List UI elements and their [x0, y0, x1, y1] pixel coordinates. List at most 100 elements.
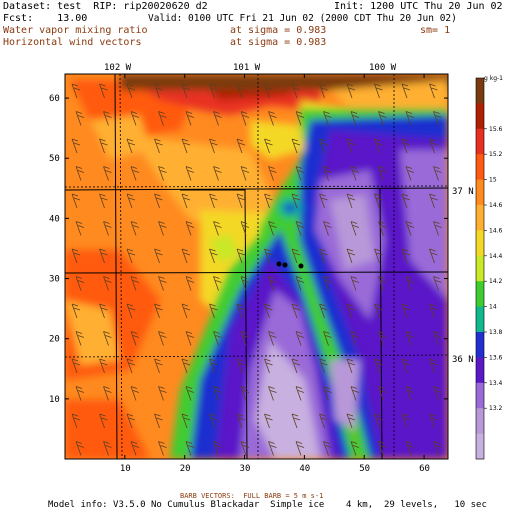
wind-barb	[185, 441, 195, 456]
station-dot	[282, 262, 288, 268]
x-tick-label: 40	[299, 464, 310, 474]
wind-barb	[154, 83, 163, 99]
field1-level: at sigma = 0.983	[230, 25, 327, 36]
wind-barb	[264, 83, 273, 99]
wind-barb	[103, 386, 112, 401]
lat-lon-grid	[65, 74, 448, 459]
wind-barb	[405, 386, 415, 401]
wind-barb	[154, 193, 163, 209]
station-dot	[298, 263, 304, 269]
wind-barb	[181, 248, 191, 264]
map-frame	[64, 73, 449, 460]
barb-legend: BARB VECTORS: FULL BARB = 5 m s-1	[180, 492, 324, 500]
colorbar-swatch	[476, 205, 484, 231]
wind-barb	[126, 248, 136, 264]
wind-barb	[213, 221, 222, 236]
field2-level: at sigma = 0.983	[230, 37, 327, 48]
wind-barb	[236, 358, 246, 374]
colorbar-swatch	[476, 408, 484, 435]
wind-barb	[401, 248, 411, 264]
wind-barb	[209, 413, 218, 429]
wind-barb	[236, 138, 246, 154]
wind-barb	[405, 276, 415, 291]
wind-barb	[75, 166, 85, 181]
wind-barb	[268, 441, 277, 456]
colorbar-label: 13.8	[489, 329, 503, 336]
wind-barb	[209, 303, 218, 319]
wind-barb	[185, 331, 195, 346]
wind-barb	[401, 413, 411, 429]
field1-sm: sm= 1	[420, 25, 451, 36]
wind-barb	[405, 111, 415, 126]
wind-barb	[401, 193, 411, 209]
wind-barb	[240, 386, 250, 401]
wind-barb	[374, 83, 383, 99]
longitude-label-102w: 102 W	[104, 63, 132, 73]
wind-barb	[236, 248, 246, 264]
wind-barb	[433, 276, 442, 291]
colorbar-swatch	[476, 230, 484, 257]
wind-barb	[103, 276, 112, 291]
latitude-label-36n: 36 N	[452, 355, 474, 365]
wind-barb	[291, 248, 301, 264]
wind-barb	[236, 303, 246, 319]
wind-barb	[346, 83, 356, 99]
wind-barb	[126, 358, 136, 374]
colorbar-label: 14.6	[489, 202, 503, 209]
wind-barb	[213, 166, 222, 181]
colorbar-swatch	[476, 78, 484, 104]
wind-barb	[213, 111, 222, 126]
wind-barb	[130, 331, 140, 346]
wind-barb	[401, 303, 411, 319]
wind-barb	[319, 138, 328, 154]
wind-barb	[319, 248, 328, 264]
longitude-label-101w: 101 W	[233, 63, 261, 73]
wind-barb	[378, 221, 387, 236]
wind-barb	[264, 413, 273, 429]
wind-barb	[130, 221, 140, 236]
wind-barb	[429, 138, 438, 154]
colorbar-label: 13.2	[489, 405, 503, 412]
wind-barb	[209, 358, 218, 374]
wind-barb	[268, 386, 277, 401]
colorbar-swatch	[476, 433, 484, 460]
latitude-label-37n: 37 N	[452, 187, 474, 197]
y-axis: 60 50 40 30 20 10	[49, 94, 448, 405]
wind-barb	[71, 248, 81, 264]
wind-barb	[295, 166, 305, 181]
wind-barb	[240, 221, 250, 236]
x-tick-label: 20	[180, 464, 191, 474]
wind-barb	[154, 303, 163, 319]
wind-barb	[268, 331, 277, 346]
wind-barb	[236, 193, 246, 209]
wind-barb	[295, 276, 305, 291]
wind-barb	[71, 83, 81, 99]
wind-barb	[209, 83, 218, 99]
wind-barb	[378, 441, 387, 456]
colorbar	[475, 77, 485, 460]
wind-barb	[401, 358, 411, 374]
wind-barb	[374, 193, 383, 209]
wind-barb	[181, 138, 191, 154]
wind-barb	[103, 166, 112, 181]
wind-barb	[378, 331, 387, 346]
wind-barb	[75, 221, 85, 236]
wind-barb	[99, 248, 108, 264]
colorbar-swatch	[476, 332, 484, 358]
wind-barb	[319, 83, 328, 99]
wind-barb	[291, 83, 301, 99]
y-tick-label: 50	[49, 154, 60, 164]
wind-barb	[130, 276, 140, 291]
colorbar-swatch	[476, 103, 484, 130]
wind-barb	[126, 138, 136, 154]
wind-barb	[130, 111, 140, 126]
wind-barb	[268, 111, 277, 126]
station-markers	[276, 261, 304, 269]
y-tick-label: 20	[49, 335, 60, 345]
wind-barb	[99, 193, 108, 209]
wind-barb	[323, 111, 332, 126]
wind-barb	[374, 358, 383, 374]
y-tick-label: 60	[49, 94, 60, 104]
wind-barb	[240, 276, 250, 291]
